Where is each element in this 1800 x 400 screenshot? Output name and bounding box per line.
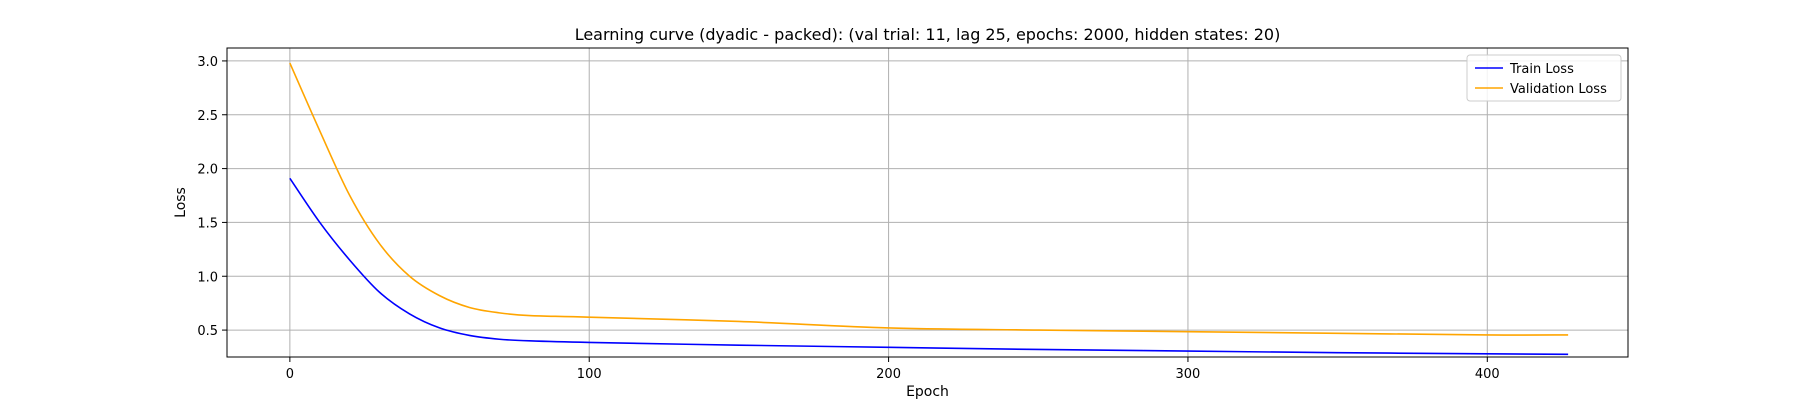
y-axis-label: Loss (173, 187, 189, 218)
x-tick-label: 0 (286, 367, 294, 382)
x-tick-label: 300 (1176, 367, 1201, 382)
x-tick-label: 200 (876, 367, 901, 382)
y-tick-label: 0.5 (197, 324, 218, 339)
legend: Train Loss Validation Loss (1466, 54, 1622, 102)
x-tick-label: 400 (1475, 367, 1500, 382)
plot-frame (226, 47, 1629, 358)
axis-ticks: 0 100 200 300 400 0.5 1.0 1.5 2.0 2.5 3.0 (197, 55, 1499, 382)
legend-label-train-loss: Train Loss (1509, 62, 1574, 77)
y-tick-label: 3.0 (197, 55, 218, 70)
train-loss-line (289, 177, 1569, 356)
validation-loss-line (289, 62, 1569, 336)
y-tick-label: 1.5 (197, 216, 218, 231)
y-tick-label: 2.0 (197, 163, 218, 178)
x-tick-label: 100 (577, 367, 602, 382)
x-axis-label: Epoch (906, 384, 949, 400)
series-layer (289, 62, 1569, 356)
legend-box (1466, 54, 1622, 102)
grid-lines (227, 48, 1628, 357)
y-tick-label: 2.5 (197, 109, 218, 124)
y-tick-label: 1.0 (197, 270, 218, 285)
chart-title: Learning curve (dyadic - packed): (val t… (575, 25, 1281, 44)
legend-label-validation-loss: Validation Loss (1510, 82, 1607, 97)
